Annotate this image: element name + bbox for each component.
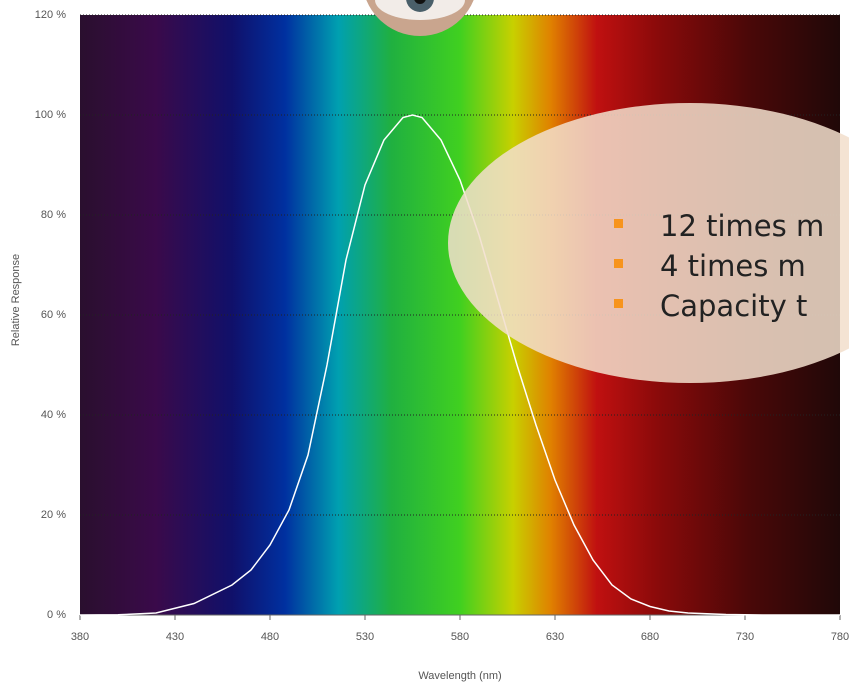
- bullet-text: 4 times m: [660, 249, 806, 283]
- x-tick-label: 580: [451, 631, 469, 643]
- y-tick-label: 40 %: [41, 409, 66, 421]
- y-tick-label: 0 %: [47, 609, 66, 621]
- y-tick-label: 20 %: [41, 509, 66, 521]
- page: 0 % 20 % 40 % 60 % 80 % 100 % 120 % 380 430 480 53…: [0, 0, 849, 689]
- bullet-marker: [614, 299, 623, 308]
- bullet-text: Capacity t: [660, 289, 807, 323]
- x-tick-label: 680: [641, 631, 659, 643]
- bullet-text: 12 times m: [660, 209, 824, 243]
- x-tick-label: 430: [166, 631, 184, 643]
- x-tick-label: 380: [71, 631, 89, 643]
- y-tick-label: 100 %: [35, 109, 66, 121]
- y-tick-label: 80 %: [41, 209, 66, 221]
- x-tick-label: 630: [546, 631, 564, 643]
- chart: 0 % 20 % 40 % 60 % 80 % 100 % 120 % 380 430 480 53…: [0, 0, 849, 689]
- y-tick-label: 120 %: [35, 9, 66, 21]
- x-tick-label: 480: [261, 631, 279, 643]
- bullet-marker: [614, 219, 623, 228]
- x-tick-label: 780: [831, 631, 849, 643]
- y-tick-label: 60 %: [41, 309, 66, 321]
- x-tick-label: 530: [356, 631, 374, 643]
- x-tick-label: 730: [736, 631, 754, 643]
- bullet-marker: [614, 259, 623, 268]
- x-axis-label: Wavelength (nm): [418, 670, 501, 682]
- y-axis-label: Relative Response: [10, 254, 22, 346]
